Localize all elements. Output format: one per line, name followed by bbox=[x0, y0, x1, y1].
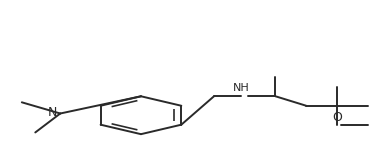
Text: NH: NH bbox=[233, 83, 250, 93]
Text: O: O bbox=[332, 111, 342, 124]
Text: N: N bbox=[48, 106, 57, 119]
